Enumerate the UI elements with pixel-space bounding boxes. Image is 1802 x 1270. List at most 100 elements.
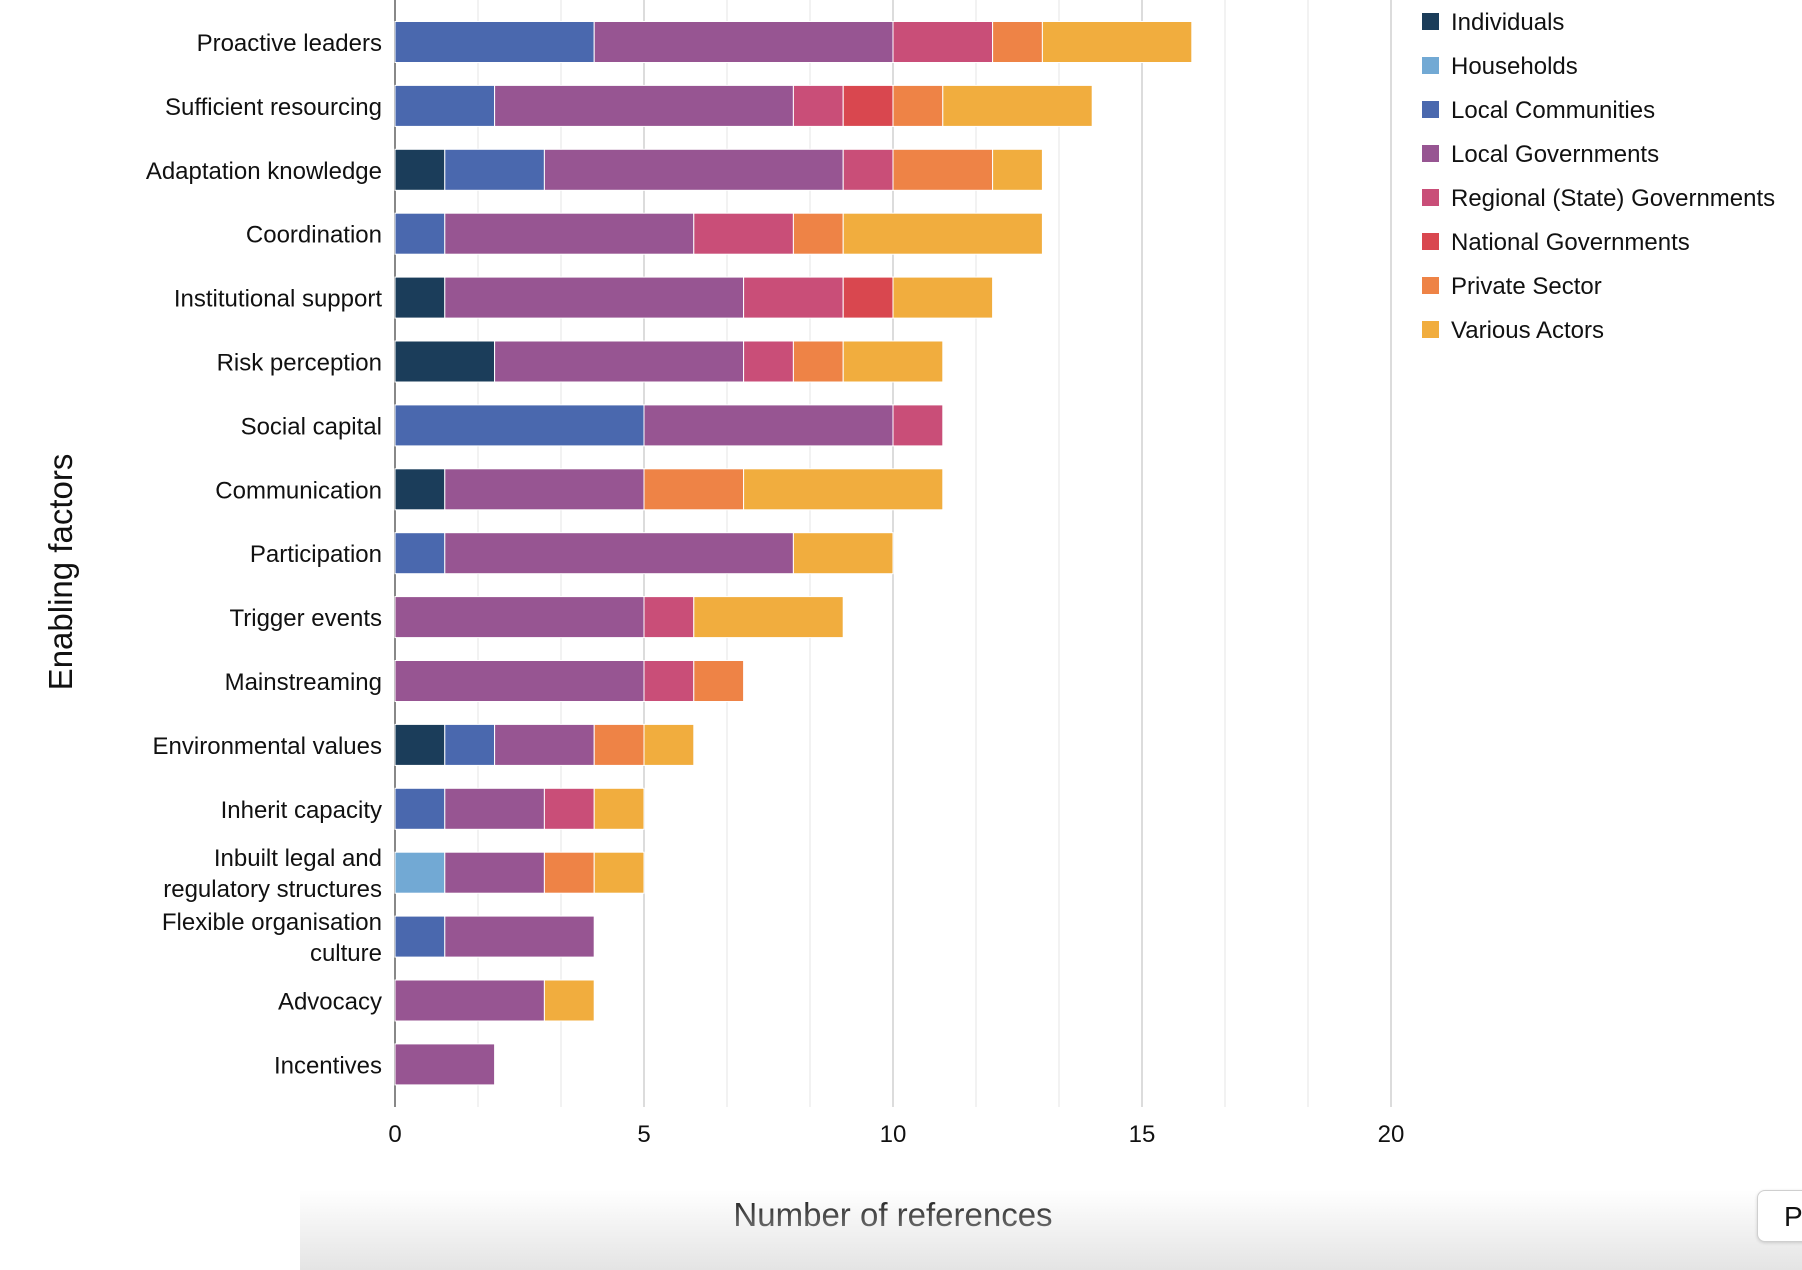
legend-swatch <box>1422 57 1439 74</box>
bar-segment <box>543 979 595 1022</box>
bar-segment <box>394 148 446 191</box>
category-label: Inherit capacity <box>221 797 382 824</box>
bar-segment <box>394 723 446 766</box>
bar-segment <box>743 340 794 383</box>
legend-label: Individuals <box>1451 9 1564 36</box>
x-tick-label: 0 <box>388 1121 401 1148</box>
legend-swatch <box>1422 277 1439 294</box>
bar-segment <box>394 979 545 1022</box>
legend-swatch <box>1422 321 1439 338</box>
legend-swatch <box>1422 13 1439 30</box>
category-label: Institutional support <box>174 286 382 313</box>
bar-segment <box>543 787 595 830</box>
bar-segment <box>444 723 496 766</box>
bar-segment <box>693 596 844 639</box>
legend-label: Various Actors <box>1451 317 1604 344</box>
bar-segment <box>992 148 1043 191</box>
bar-segment <box>892 21 994 63</box>
bar-segment <box>643 660 695 702</box>
bar-segment <box>444 787 545 830</box>
legend-label: Local Governments <box>1451 141 1659 168</box>
category-label: Social capital <box>241 413 382 440</box>
category-label: Risk perception <box>217 350 382 377</box>
bar-segment <box>593 787 645 830</box>
bar-segment <box>643 596 695 639</box>
bar-segment <box>494 723 595 766</box>
bar-segment <box>643 404 894 447</box>
category-label: Sufficient resourcing <box>165 94 382 121</box>
bar-segment <box>394 84 496 127</box>
category-label: Proactive leaders <box>197 30 382 57</box>
bar-segment <box>394 851 446 894</box>
bar-segment <box>444 148 545 191</box>
legend-label: Regional (State) Governments <box>1451 185 1775 212</box>
bar-segment <box>394 21 595 63</box>
category-label: regulatory structures <box>163 876 382 903</box>
bar-segment <box>444 851 545 894</box>
bar-segment <box>394 1043 496 1086</box>
bar-segment <box>593 851 645 894</box>
x-tick-label: 10 <box>880 1121 907 1148</box>
bar-segment <box>593 723 645 766</box>
category-label: Environmental values <box>153 733 382 760</box>
category-label: Adaptation knowledge <box>146 158 382 185</box>
bar-segment <box>643 468 745 511</box>
bar-segment <box>842 148 894 191</box>
bar-segment <box>693 212 794 255</box>
category-label: Coordination <box>246 222 382 249</box>
bar-segment <box>693 660 745 702</box>
bar-segment <box>892 84 944 127</box>
legend: Individuals Households Local Communities Lo… <box>1422 9 1775 344</box>
bar-segment <box>494 84 794 127</box>
category-label: Inbuilt legal and <box>214 845 382 872</box>
bar-segment <box>543 148 844 191</box>
x-tick-label: 15 <box>1129 1121 1156 1148</box>
bar-segment <box>394 340 496 383</box>
bar-segment <box>942 84 1093 127</box>
legend-swatch <box>1422 233 1439 250</box>
bar-segment <box>494 340 745 383</box>
bar-segment <box>394 660 645 702</box>
legend-swatch <box>1422 189 1439 206</box>
bar-segment <box>643 723 695 766</box>
bar-segment <box>792 84 844 127</box>
legend-label: Households <box>1451 53 1578 80</box>
category-label: Trigger events <box>229 605 382 632</box>
bar-segment <box>394 915 446 958</box>
bar-segment <box>593 21 894 63</box>
bar-segment <box>842 84 894 127</box>
category-label: Participation <box>250 541 382 568</box>
bar-segment <box>394 532 446 575</box>
bar-segment <box>792 340 844 383</box>
category-label: culture <box>310 940 382 967</box>
bar-segment <box>992 21 1043 63</box>
legend-swatch <box>1422 101 1439 118</box>
x-axis-label: Number of references <box>733 1196 1052 1233</box>
legend-label: Local Communities <box>1451 97 1655 124</box>
bar-segment <box>792 212 844 255</box>
bar-segment <box>1041 21 1193 63</box>
category-label: Mainstreaming <box>225 669 382 696</box>
bar-segment <box>892 148 994 191</box>
bars: Proactive leaders Sufficient resourcing Ad… <box>146 21 1193 1086</box>
y-axis-label: Enabling factors <box>42 454 79 691</box>
bar-segment <box>394 596 645 639</box>
bar-segment <box>892 404 944 447</box>
bar-segment <box>444 276 745 319</box>
bar-segment <box>394 212 446 255</box>
bar-segment <box>842 276 894 319</box>
category-label: Advocacy <box>278 989 382 1016</box>
corner-button[interactable]: P <box>1757 1190 1802 1242</box>
bar-segment <box>444 212 695 255</box>
legend-swatch <box>1422 145 1439 162</box>
category-label: Flexible organisation <box>162 909 382 936</box>
legend-label: Private Sector <box>1451 273 1602 300</box>
bar-segment <box>444 915 595 958</box>
bar-segment <box>743 468 944 511</box>
bar-segment <box>842 340 944 383</box>
category-label: Communication <box>215 477 382 504</box>
bar-segment <box>743 276 844 319</box>
legend-label: National Governments <box>1451 229 1690 256</box>
x-tick-label: 5 <box>637 1121 650 1148</box>
